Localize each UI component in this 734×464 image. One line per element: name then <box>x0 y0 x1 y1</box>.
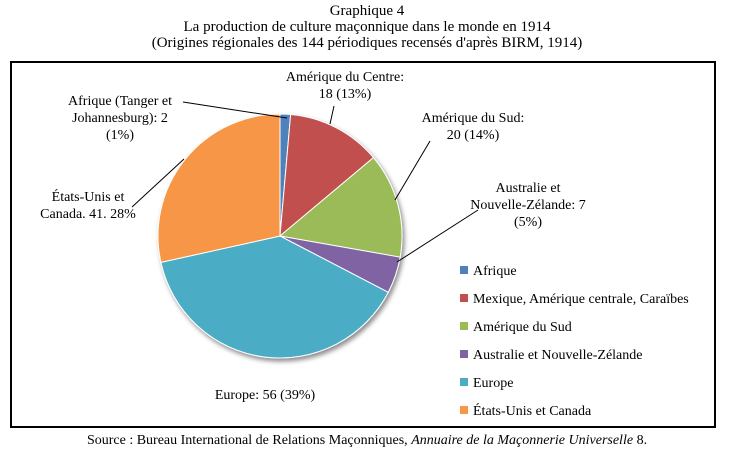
slice-label-etats-unis-et-canada: États-Unis et Canada. 41. 28% <box>40 188 136 222</box>
pie <box>157 113 403 359</box>
legend-label-etats-unis-et-canada: États-Unis et Canada <box>473 402 592 419</box>
leader-line-afrique <box>182 101 288 119</box>
source-title: Annuaire de la Maçonnerie Universelle <box>411 433 634 448</box>
slice-label-afrique: Afrique (Tanger et Johannesburg): 2 (1%) <box>68 94 172 143</box>
legend-swatch-australie-et-nouvelle-zelande <box>460 350 468 358</box>
legend-swatch-afrique <box>460 266 468 274</box>
leader-line-etats-unis-et-canada <box>131 158 185 208</box>
slice-label-amerique-du-sud: Amérique du Sud: 20 (14%) <box>422 111 525 143</box>
source-note: Source : Bureau International de Relatio… <box>0 433 734 449</box>
legend-label-australie-et-nouvelle-zelande: Australie et Nouvelle-Zélande <box>473 348 642 363</box>
pie-slice-europe <box>160 235 389 359</box>
legend-label-mexique-amerique-centrale-caraibes: Mexique, Amérique centrale, Caraïbes <box>473 292 689 307</box>
legend-swatch-amerique-du-sud <box>460 322 468 330</box>
chart-heading: Graphique 4 <box>329 3 405 19</box>
slice-label-europe: Europe: 56 (39%) <box>215 388 316 403</box>
legend-swatch-europe <box>460 378 468 386</box>
leader-line-mexique-amerique-centrale-caraibes <box>329 105 335 125</box>
slice-label-australie-et-nouvelle-zelande: Australie et Nouvelle-Zélande: 7 (5%) <box>470 181 585 230</box>
chart-frame <box>10 61 716 428</box>
legend-label-afrique: Afrique <box>473 264 517 279</box>
legend-label-amerique-du-sud: Amérique du Sud <box>473 320 572 335</box>
legend-label-europe: Europe <box>473 376 513 391</box>
chart-title: La production de culture maçonnique dans… <box>183 19 551 35</box>
source-suffix: 8. <box>633 433 648 448</box>
source-text: Source : Bureau International de Relatio… <box>86 433 412 448</box>
legend: Afrique Mexique, Amérique centrale, Caraï… <box>460 264 689 419</box>
leader-line-amerique-du-sud <box>394 140 431 201</box>
chart-subtitle: (Origines régionales des 144 périodiques… <box>151 35 583 51</box>
slice-labels: Afrique (Tanger et Johannesburg): 2 (1%) Am… <box>40 70 586 403</box>
pie-slice-mexique-amerique-centrale-caraibes <box>279 113 375 238</box>
legend-swatch-mexique-amerique-centrale-caraibes <box>460 294 468 302</box>
leader-line-australie-et-nouvelle-zelande <box>396 209 479 263</box>
legend-swatch-etats-unis-et-canada <box>460 406 468 414</box>
slice-label-mexique-amerique-centrale-caraibes: Amérique du Centre: 18 (13%) <box>286 70 404 102</box>
pie-slice-amerique-du-sud <box>278 156 403 258</box>
leader-lines <box>131 101 479 263</box>
pie-slice-etats-unis-et-canada <box>157 113 281 264</box>
